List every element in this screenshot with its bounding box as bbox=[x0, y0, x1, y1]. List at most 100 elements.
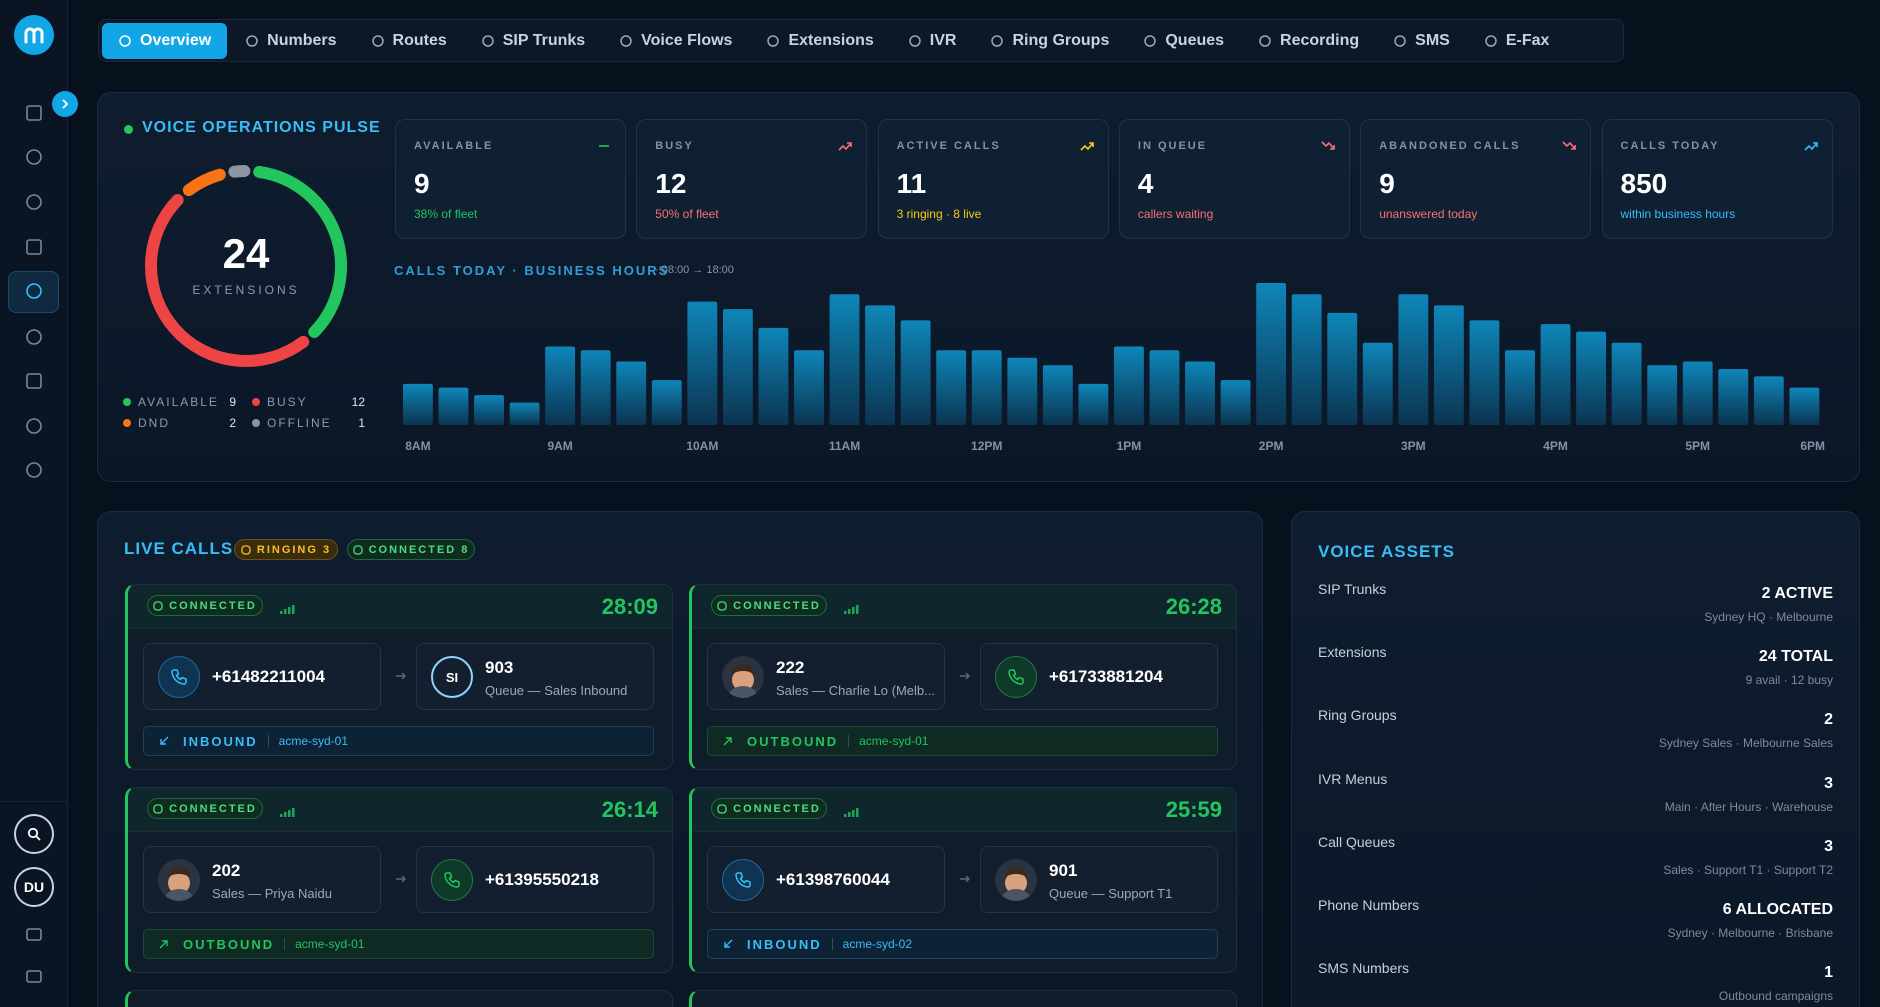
stat-sub: 50% of fleet bbox=[655, 207, 719, 221]
stat-label: CALLS TODAY bbox=[1620, 140, 1720, 152]
nav-tab-label: Recording bbox=[1280, 31, 1360, 49]
tab-icon bbox=[482, 34, 494, 47]
sidebar-icon[interactable] bbox=[25, 282, 43, 300]
nav-tab[interactable]: Ring Groups bbox=[974, 23, 1125, 59]
legend-item: OFFLINE 1 bbox=[252, 415, 365, 431]
search-button[interactable] bbox=[14, 814, 54, 854]
asset-name: Call Queues bbox=[1318, 833, 1396, 850]
call-status: CONNECTED bbox=[711, 798, 827, 819]
user-avatar[interactable]: DU bbox=[14, 867, 54, 907]
stat-label: ABANDONED CALLS bbox=[1379, 140, 1521, 152]
phone-icon bbox=[995, 656, 1037, 698]
nav-tab[interactable]: Overview bbox=[102, 22, 228, 59]
nav-tabs: Overview Numbers Routes SIP Trunks Voice Flo… bbox=[98, 19, 1624, 62]
asset-value: 6 ALLOCATED bbox=[1722, 901, 1833, 918]
status-label: CONNECTED bbox=[733, 599, 821, 612]
asset-sub: Sydney · Melbourne · Brisbane bbox=[1667, 926, 1833, 940]
call-card: CONNECTED 26:28 222 Sales — Charlie Lo (Mel… bbox=[689, 584, 1237, 770]
party-number: 202 bbox=[212, 861, 241, 880]
direction-bar: INBOUND acme-syd-02 bbox=[707, 929, 1218, 959]
sidebar-icon[interactable] bbox=[25, 328, 43, 346]
nav-tab[interactable]: Extensions bbox=[750, 23, 889, 59]
avatar-img bbox=[164, 867, 194, 901]
assets-panel bbox=[1291, 511, 1860, 1007]
phone-glyph bbox=[717, 803, 727, 814]
nav-tab[interactable]: SIP Trunks bbox=[465, 23, 601, 59]
nav-tab[interactable]: Numbers bbox=[229, 23, 352, 59]
trunk-label: acme-syd-01 bbox=[859, 734, 929, 748]
party-sub: Queue — Sales Inbound bbox=[485, 683, 628, 698]
arrow bbox=[959, 669, 971, 681]
avatar-img bbox=[1001, 867, 1031, 901]
tab-icon bbox=[620, 34, 632, 47]
icon bbox=[26, 283, 42, 299]
phone-icon bbox=[431, 859, 473, 901]
direction-bar: INBOUND acme-syd-01 bbox=[143, 726, 654, 756]
donut-total: 24 bbox=[222, 230, 270, 277]
nav-tab[interactable]: Routes bbox=[355, 23, 463, 59]
legend-dot bbox=[123, 398, 131, 406]
legend-value: 9 bbox=[229, 395, 236, 409]
icon bbox=[26, 194, 42, 210]
dir-glyph bbox=[724, 939, 733, 948]
phone-glyph bbox=[352, 544, 363, 555]
nav-tab-label: Ring Groups bbox=[1012, 31, 1110, 49]
stat-sub: unanswered today bbox=[1379, 207, 1478, 221]
party-number: 901 bbox=[1049, 861, 1078, 880]
nav-tab[interactable]: E-Fax bbox=[1468, 23, 1566, 59]
signal bbox=[844, 605, 859, 614]
signal bbox=[280, 808, 295, 817]
phone-glyph bbox=[171, 669, 187, 685]
sidebar-icon[interactable] bbox=[25, 193, 43, 211]
nav-tab[interactable]: SMS bbox=[1377, 23, 1466, 59]
asset-value: 3 bbox=[1824, 774, 1833, 792]
asset-name: IVR Menus bbox=[1318, 770, 1388, 787]
stat-value: 11 bbox=[896, 168, 927, 199]
sidebar-icon[interactable] bbox=[25, 372, 43, 390]
dir-glyph bbox=[160, 736, 169, 745]
sidebar-expand[interactable] bbox=[52, 91, 78, 117]
trend bbox=[1562, 141, 1576, 150]
sidebar-icon[interactable] bbox=[25, 148, 43, 166]
signal-icon bbox=[844, 804, 860, 817]
stat-card: ABANDONED CALLS 9 unanswered today bbox=[1360, 119, 1592, 239]
party-sub: Queue — Support T1 bbox=[1049, 886, 1173, 901]
sidebar-icon[interactable] bbox=[25, 238, 43, 256]
sidebar-icon[interactable] bbox=[25, 926, 43, 944]
nav-tab[interactable]: IVR bbox=[892, 23, 973, 59]
asset-sub: Outbound campaigns bbox=[1718, 989, 1833, 1004]
sidebar-icon[interactable] bbox=[25, 417, 43, 435]
arrow bbox=[959, 872, 971, 884]
call-card: CONNECTED 26:14 202 Sales — Priya Naidu +613… bbox=[125, 787, 673, 973]
direction-bar: OUTBOUND acme-syd-01 bbox=[143, 929, 654, 959]
sidebar-icon[interactable] bbox=[25, 968, 43, 986]
phone-glyph bbox=[153, 600, 163, 611]
party-number: +61398760044 bbox=[776, 870, 890, 889]
stat-label: BUSY bbox=[655, 140, 694, 152]
sidebar-icon[interactable] bbox=[25, 104, 43, 122]
stat-value: 12 bbox=[655, 168, 687, 199]
legend-name: BUSY bbox=[267, 395, 308, 409]
trunk-label: acme-syd-01 bbox=[295, 937, 365, 951]
direction-label: INBOUND bbox=[747, 936, 822, 952]
stat-card: CALLS TODAY 850 within business hours bbox=[1601, 119, 1833, 239]
trend-icon bbox=[1803, 139, 1818, 153]
tab-icon bbox=[767, 34, 780, 47]
trend-icon bbox=[1080, 139, 1094, 153]
badge-label: CONNECTED 8 bbox=[368, 543, 470, 556]
nav-tab-label: Extensions bbox=[788, 31, 874, 49]
nav-tab[interactable]: Queues bbox=[1127, 23, 1240, 59]
party-sub: Sales — Charlie Lo (Melb... bbox=[776, 683, 935, 698]
nav-tab[interactable]: Voice Flows bbox=[603, 23, 748, 59]
nav-tab[interactable]: Recording bbox=[1242, 23, 1375, 59]
icon bbox=[26, 373, 42, 389]
call-duration: 26:14 bbox=[601, 797, 658, 822]
tab-icon bbox=[1394, 34, 1406, 47]
icon bbox=[26, 928, 42, 941]
sidebar-icon[interactable] bbox=[25, 461, 43, 479]
stat-sub: 38% of fleet bbox=[414, 207, 478, 221]
avatar bbox=[995, 859, 1037, 901]
asset-name: Ring Groups bbox=[1318, 707, 1397, 724]
asset-sub: Main · After Hours · Warehouse bbox=[1664, 799, 1833, 814]
phone-glyph bbox=[735, 872, 751, 888]
